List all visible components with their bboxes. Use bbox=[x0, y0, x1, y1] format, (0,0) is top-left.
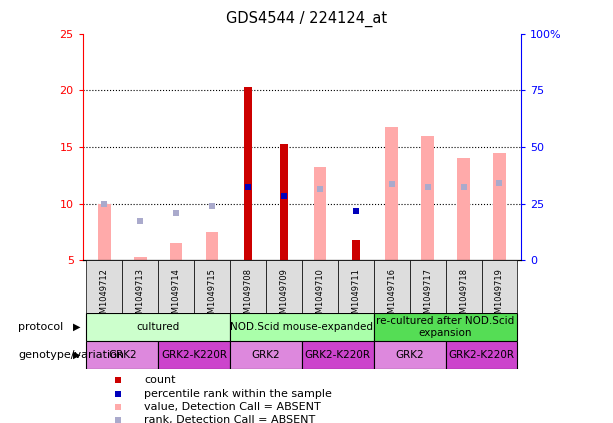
Bar bbox=[421, 136, 434, 260]
Text: GSM1049718: GSM1049718 bbox=[459, 268, 468, 324]
Bar bbox=[230, 341, 302, 369]
Bar bbox=[446, 260, 482, 313]
Text: cultured: cultured bbox=[137, 322, 180, 332]
Text: NOD.Scid mouse-expanded: NOD.Scid mouse-expanded bbox=[230, 322, 373, 332]
Text: GRK2: GRK2 bbox=[252, 350, 280, 360]
Bar bbox=[244, 87, 252, 260]
Bar bbox=[134, 257, 147, 260]
Text: GSM1049711: GSM1049711 bbox=[351, 268, 360, 324]
Text: count: count bbox=[144, 375, 175, 385]
Text: GRK2-K220R: GRK2-K220R bbox=[161, 350, 227, 360]
Text: ▶: ▶ bbox=[73, 350, 80, 360]
Text: GSM1049709: GSM1049709 bbox=[280, 268, 289, 324]
Bar bbox=[86, 313, 230, 341]
Bar bbox=[206, 232, 218, 260]
Bar bbox=[194, 260, 230, 313]
Bar bbox=[98, 203, 110, 260]
Bar bbox=[170, 243, 183, 260]
Bar bbox=[386, 126, 398, 260]
Text: GRK2-K220R: GRK2-K220R bbox=[305, 350, 371, 360]
Bar bbox=[86, 260, 122, 313]
Bar bbox=[230, 260, 266, 313]
Text: protocol: protocol bbox=[18, 322, 64, 332]
Bar bbox=[409, 260, 446, 313]
Bar bbox=[338, 260, 374, 313]
Bar bbox=[122, 260, 158, 313]
Bar bbox=[86, 341, 158, 369]
Bar bbox=[374, 313, 517, 341]
Bar bbox=[158, 341, 230, 369]
Text: GSM1049715: GSM1049715 bbox=[208, 268, 216, 324]
Bar bbox=[374, 341, 446, 369]
Bar bbox=[493, 153, 506, 260]
Text: GRK2: GRK2 bbox=[395, 350, 424, 360]
Bar bbox=[482, 260, 517, 313]
Text: genotype/variation: genotype/variation bbox=[18, 350, 124, 360]
Bar bbox=[230, 313, 374, 341]
Text: GSM1049719: GSM1049719 bbox=[495, 268, 504, 324]
Bar bbox=[446, 341, 517, 369]
Bar bbox=[266, 260, 302, 313]
Text: GSM1049716: GSM1049716 bbox=[387, 268, 396, 324]
Text: GSM1049717: GSM1049717 bbox=[423, 268, 432, 324]
Text: GRK2: GRK2 bbox=[108, 350, 137, 360]
Text: GSM1049714: GSM1049714 bbox=[172, 268, 181, 324]
Bar bbox=[374, 260, 409, 313]
Text: rank, Detection Call = ABSENT: rank, Detection Call = ABSENT bbox=[144, 415, 315, 423]
Bar bbox=[158, 260, 194, 313]
Text: ▶: ▶ bbox=[73, 322, 80, 332]
Text: GRK2-K220R: GRK2-K220R bbox=[449, 350, 514, 360]
Text: GSM1049710: GSM1049710 bbox=[315, 268, 324, 324]
Text: re-cultured after NOD.Scid
expansion: re-cultured after NOD.Scid expansion bbox=[376, 316, 515, 338]
Bar bbox=[280, 143, 288, 260]
Text: GSM1049713: GSM1049713 bbox=[135, 268, 145, 324]
Text: value, Detection Call = ABSENT: value, Detection Call = ABSENT bbox=[144, 402, 321, 412]
Bar bbox=[457, 158, 470, 260]
Bar bbox=[302, 260, 338, 313]
Bar bbox=[314, 168, 326, 260]
Bar bbox=[352, 240, 360, 260]
Text: GSM1049712: GSM1049712 bbox=[100, 268, 109, 324]
Text: GDS4544 / 224124_at: GDS4544 / 224124_at bbox=[226, 11, 387, 27]
Text: percentile rank within the sample: percentile rank within the sample bbox=[144, 389, 332, 399]
Text: GSM1049708: GSM1049708 bbox=[243, 268, 253, 324]
Bar bbox=[302, 341, 374, 369]
